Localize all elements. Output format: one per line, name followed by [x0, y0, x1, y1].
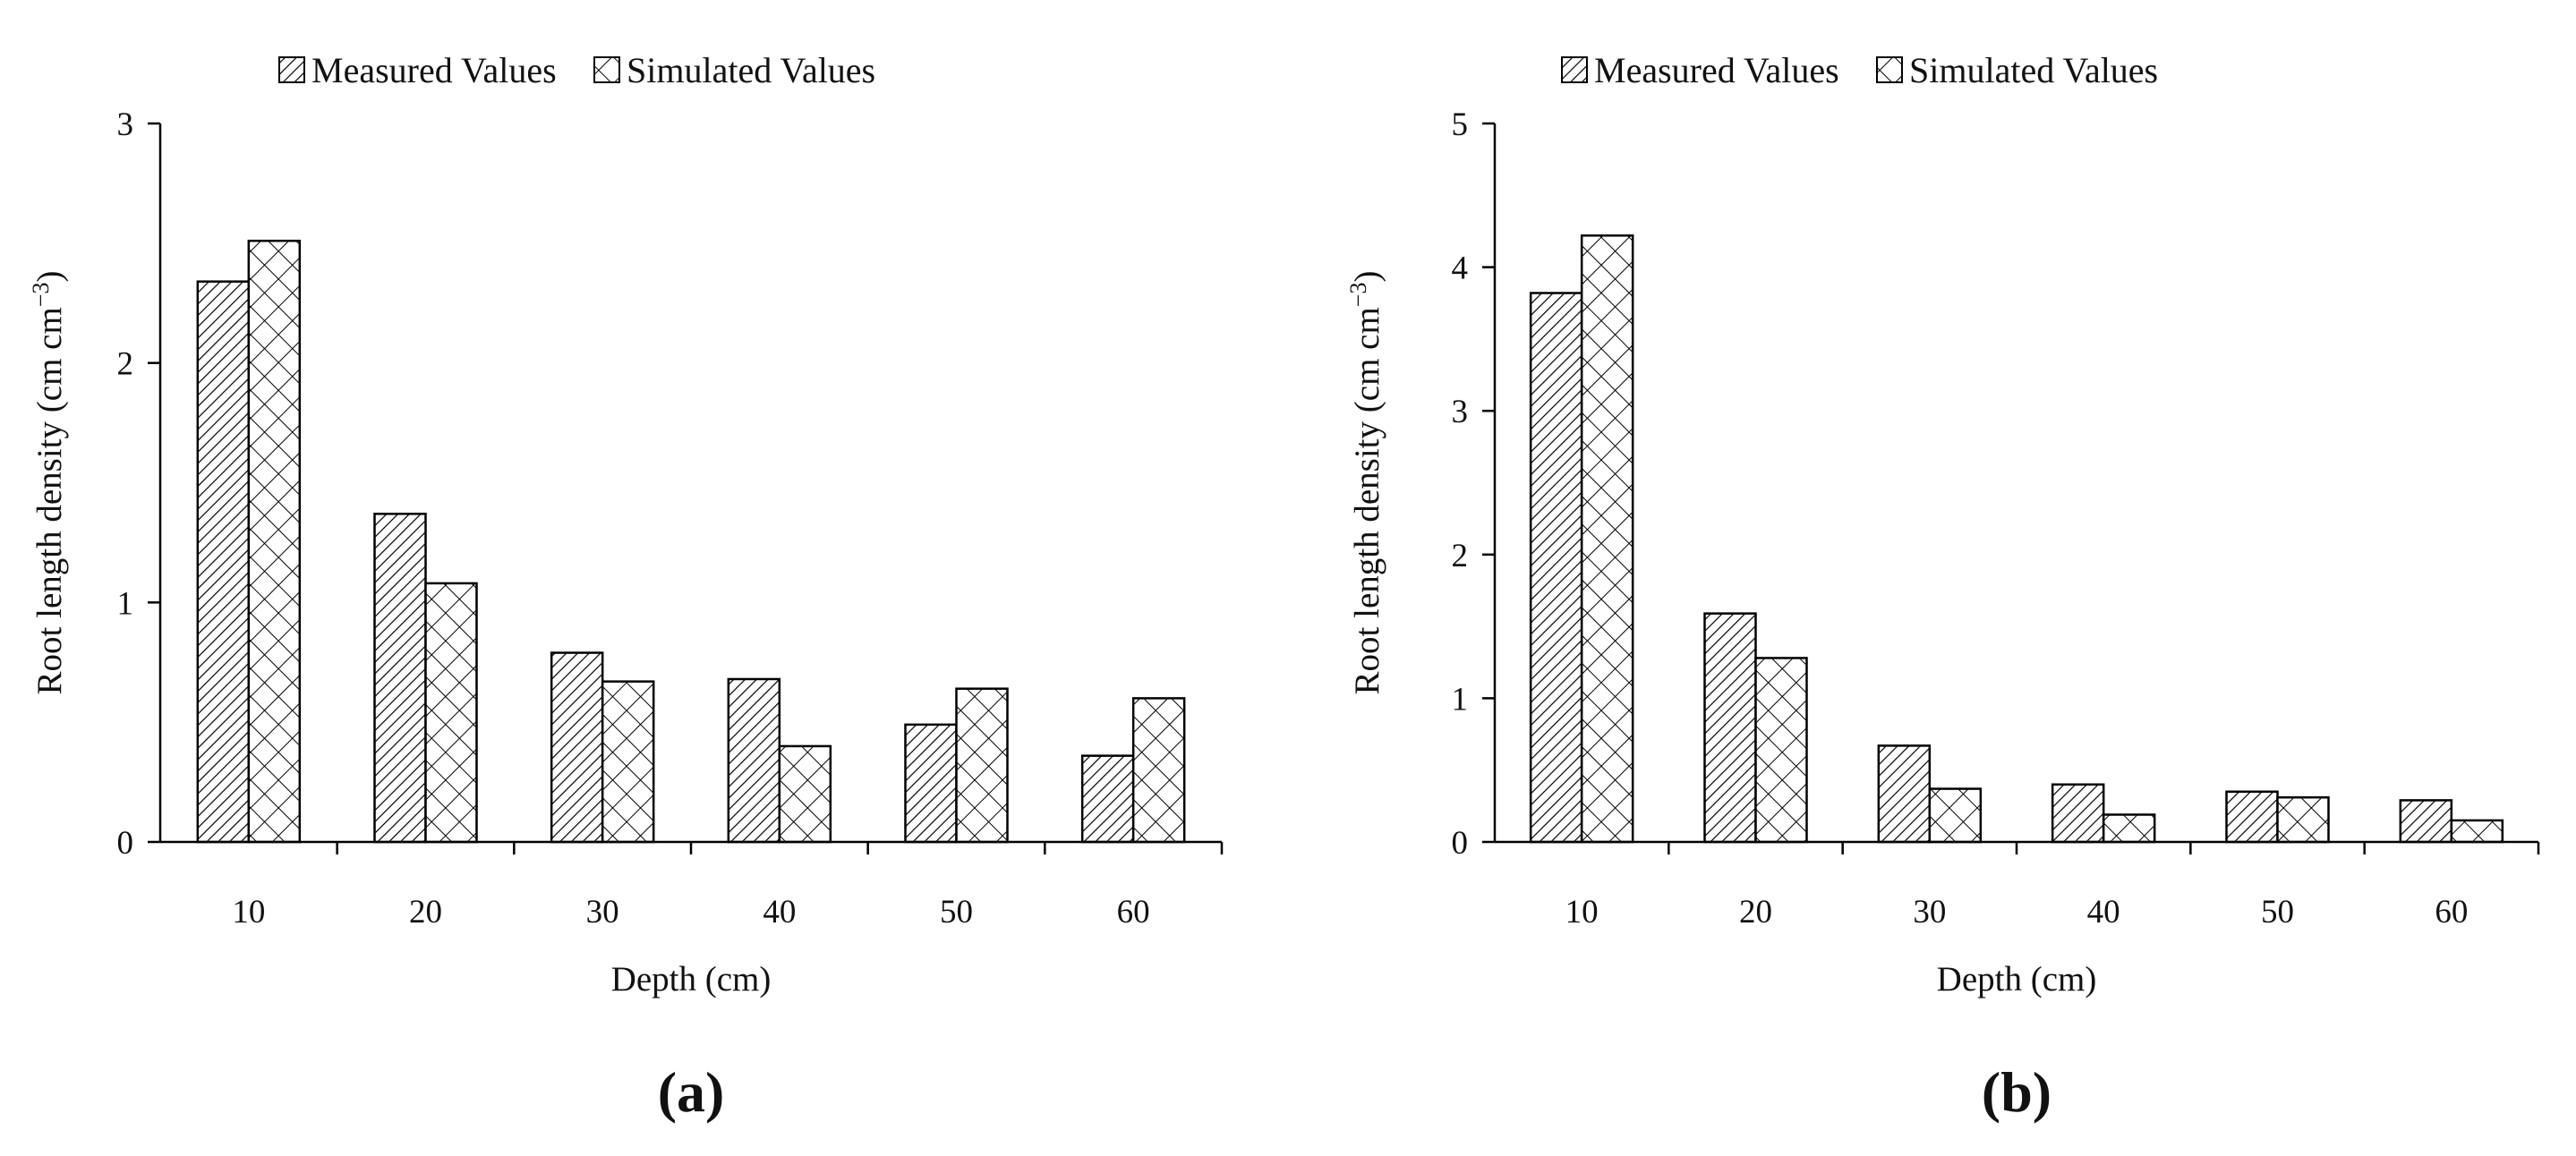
- y-axis-title-end: ): [30, 271, 69, 283]
- legend-swatch-simulated: [593, 56, 620, 83]
- measured-bar-60: [1080, 754, 1135, 844]
- legend-swatch-simulated: [1876, 56, 1903, 83]
- x-tick-label: 10: [232, 894, 265, 931]
- x-axis-title: Depth (cm): [1937, 960, 2097, 999]
- x-tick-label: 20: [409, 894, 442, 931]
- y-tick-label: 0: [117, 825, 134, 862]
- simulated-bar-60: [2450, 819, 2504, 844]
- x-axis-title: Depth (cm): [611, 960, 772, 999]
- y-axis-title: Root length density (cm cm−3): [1345, 271, 1386, 695]
- y-axis-title-superscript: −3: [28, 283, 54, 308]
- x-tick-label: 50: [2261, 894, 2294, 931]
- x-tick-label: 40: [763, 894, 796, 931]
- x-tick-label: 60: [1117, 894, 1150, 931]
- measured-bar-50: [2225, 790, 2279, 844]
- measured-bar-10: [1529, 292, 1583, 844]
- measured-bar-20: [373, 513, 427, 844]
- y-axis-title-text: Root length density (cm cm: [30, 307, 69, 694]
- simulated-bar-50: [2276, 795, 2330, 844]
- legend-swatch-measured: [1561, 56, 1588, 83]
- x-tick-label: 60: [2435, 894, 2468, 931]
- x-tick-label: 30: [586, 894, 619, 931]
- y-tick-label: 3: [117, 106, 134, 143]
- simulated-bar-10: [1580, 234, 1634, 844]
- y-tick-label: 2: [1452, 538, 1469, 574]
- simulated-bar-30: [601, 680, 655, 844]
- legend-label-simulated: Simulated Values: [627, 50, 875, 90]
- y-tick-label: 0: [1452, 825, 1469, 862]
- y-tick-label: 5: [1452, 106, 1469, 143]
- y-axis-title: Root length density (cm cm−3): [28, 271, 69, 695]
- measured-bar-20: [1703, 612, 1757, 844]
- x-tick-label: 10: [1565, 894, 1599, 931]
- legend-label-measured: Measured Values: [1594, 50, 1839, 90]
- measured-bar-50: [904, 723, 958, 844]
- measured-bar-10: [196, 280, 251, 844]
- x-tick-label: 20: [1739, 894, 1772, 931]
- y-tick-label: 1: [117, 585, 134, 622]
- measured-bar-40: [727, 677, 781, 844]
- y-axis-title-superscript: −3: [1345, 283, 1371, 308]
- panel-label: (a): [658, 1060, 725, 1124]
- legend-label-measured: Measured Values: [311, 50, 557, 90]
- simulated-bar-30: [1928, 787, 1983, 844]
- y-tick-label: 3: [1452, 394, 1469, 430]
- measured-bar-30: [1877, 744, 1932, 844]
- simulated-bar-40: [778, 744, 832, 844]
- y-axis-title-text: Root length density (cm cm: [1348, 307, 1386, 694]
- x-tick-label: 30: [1913, 894, 1946, 931]
- simulated-bar-20: [424, 582, 478, 844]
- measured-bar-30: [550, 651, 604, 844]
- measured-bar-40: [2051, 783, 2105, 844]
- chart-a: 0 1 2 3 10 20 30 40 50 60 Depth (cm) Root length de…: [28, 50, 1224, 1124]
- simulated-bar-60: [1131, 697, 1186, 844]
- simulated-bar-40: [2102, 813, 2156, 844]
- chart-b: 0 1 2 3 4 5 10 20 30 40 50 60 Depth (cm) Root length …: [1345, 50, 2540, 1124]
- y-tick-label: 1: [1452, 681, 1469, 718]
- panel-label: (b): [1982, 1060, 2051, 1124]
- measured-bar-60: [2399, 799, 2453, 844]
- y-axis-title-end: ): [1348, 271, 1386, 283]
- simulated-bar-50: [955, 687, 1009, 844]
- x-tick-label: 40: [2087, 894, 2120, 931]
- y-tick-label: 4: [1452, 251, 1469, 287]
- simulated-bar-20: [1754, 657, 1808, 844]
- simulated-bar-10: [247, 239, 302, 844]
- legend-label-simulated: Simulated Values: [1909, 50, 2158, 90]
- x-tick-label: 50: [940, 894, 973, 931]
- legend-swatch-measured: [278, 56, 305, 83]
- y-tick-label: 2: [117, 346, 134, 383]
